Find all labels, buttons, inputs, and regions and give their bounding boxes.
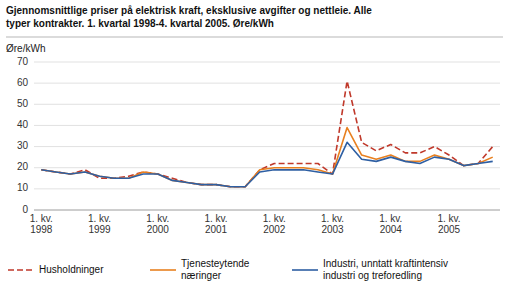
plot-area xyxy=(41,81,492,187)
y-tick-label: 0 xyxy=(22,204,28,215)
legend-label: Husholdninger xyxy=(39,264,104,275)
legend-label: Tjenesteytendenæringer xyxy=(181,258,250,281)
grid-line xyxy=(34,83,500,84)
title: Gjennomsnittlige priser på elektrisk kra… xyxy=(6,5,372,29)
text-line: 2004 xyxy=(380,224,403,235)
x-tick-label: 1. kv.2002 xyxy=(263,213,286,235)
y-tick-label: 50 xyxy=(17,98,29,109)
grid-line xyxy=(34,125,500,126)
text-line: 1998 xyxy=(30,224,53,235)
text-line: 1. kv. xyxy=(437,213,460,224)
title-rule xyxy=(6,37,503,38)
title-line: Gjennomsnittlige priser på elektrisk kra… xyxy=(6,5,372,16)
text-line: Husholdninger xyxy=(39,264,104,275)
x-tick-label: 1. kv.1998 xyxy=(30,213,53,235)
series-line xyxy=(41,128,492,187)
chart: Gjennomsnittlige priser på elektrisk kra… xyxy=(0,0,509,299)
grid-line xyxy=(34,104,500,105)
text-line: 1. kv. xyxy=(30,213,53,224)
grid-line xyxy=(34,62,500,63)
x-tick-label: 1. kv.2005 xyxy=(437,213,460,235)
text-line: 2001 xyxy=(205,224,228,235)
grid-line xyxy=(34,188,500,189)
text-line: Industri, unntatt kraftintensiv xyxy=(323,258,448,269)
text-line: 1999 xyxy=(88,224,111,235)
title-line: typer kontrakter. 1. kvartal 1998-4. kva… xyxy=(6,18,274,29)
text-line: 1. kv. xyxy=(263,213,286,224)
x-tick-label: 1. kv.2003 xyxy=(321,213,344,235)
x-tick-label: 1. kv.1999 xyxy=(88,213,111,235)
text-line: 1. kv. xyxy=(204,213,227,224)
legend-swatch xyxy=(292,269,318,271)
x-axis-line xyxy=(34,210,500,211)
y-tick-label: 20 xyxy=(17,161,29,172)
x-tick-label: 1. kv.2001 xyxy=(204,213,227,235)
y-tick-label: 40 xyxy=(17,119,29,130)
text-line: 1. kv. xyxy=(379,213,402,224)
series-line xyxy=(41,142,492,186)
text-line: næringer xyxy=(181,270,222,281)
y-tick-label: 60 xyxy=(17,77,29,88)
legend-swatch xyxy=(8,269,34,271)
x-tick-label: 1. kv.2004 xyxy=(379,213,402,235)
text-line: 1. kv. xyxy=(321,213,344,224)
legend-label: Industri, unntatt kraftintensivindustri … xyxy=(323,258,448,281)
y-tick-label: 30 xyxy=(17,140,29,151)
text-line: 1. kv. xyxy=(146,213,169,224)
text-line: 2003 xyxy=(321,224,344,235)
text-line: 2005 xyxy=(438,224,461,235)
text-line: 2000 xyxy=(147,224,170,235)
text-line: Tjenesteytende xyxy=(181,258,250,269)
y-tick-label: 70 xyxy=(17,56,29,67)
x-tick-label: 1. kv.2000 xyxy=(146,213,169,235)
text-line: 1. kv. xyxy=(88,213,111,224)
grid-line xyxy=(34,146,500,147)
series-line xyxy=(41,81,492,187)
text-line: 2002 xyxy=(263,224,286,235)
y-tick-label: 10 xyxy=(17,182,29,193)
grid-line xyxy=(34,210,500,211)
legend-swatch xyxy=(150,269,176,271)
text-line: industri og treforedling xyxy=(323,270,422,281)
y-label: Øre/kWh xyxy=(6,43,45,54)
